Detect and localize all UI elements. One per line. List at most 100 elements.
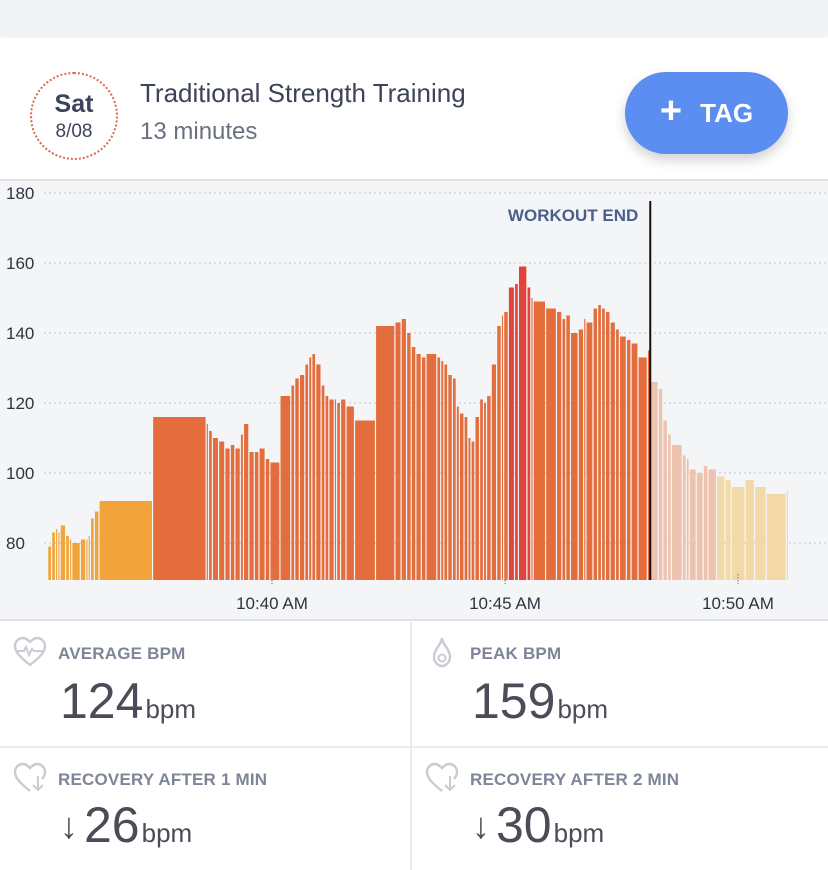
hr-bar (448, 375, 452, 580)
hr-bar (518, 266, 527, 580)
hr-bar (153, 417, 206, 580)
hr-bar (527, 287, 531, 580)
heart-down-arrow-icon (13, 762, 47, 792)
hr-bar (444, 364, 448, 580)
hr-bar (235, 448, 240, 580)
hr-bar (658, 389, 663, 580)
stat-label: RECOVERY AFTER 1 MIN (58, 770, 268, 789)
stat-number: 26 (84, 797, 140, 853)
hr-bar (212, 438, 218, 580)
hr-bar (321, 385, 325, 580)
hr-bar (265, 459, 270, 580)
hr-bar (475, 417, 479, 580)
hr-bar (280, 396, 291, 580)
hr-bar (309, 357, 312, 580)
add-tag-button[interactable]: + TAG (625, 72, 788, 154)
y-tick-label: 140 (6, 324, 34, 343)
workout-header: Sat 8/08 Traditional Strength Training 1… (0, 38, 828, 178)
hr-bar (426, 354, 437, 580)
hr-bar (206, 424, 208, 580)
hr-bar (249, 452, 254, 580)
workout-duration: 13 minutes (140, 118, 258, 145)
stat-average-bpm: AVERAGE BPM 124bpm (0, 622, 412, 748)
stat-number: 124 (60, 673, 144, 729)
hr-bar (295, 378, 299, 580)
down-arrow-icon: ↓ (60, 805, 78, 846)
flame-drop-icon (432, 637, 452, 668)
hr-bar (291, 385, 295, 580)
stat-value: ↓ 30bpm (472, 796, 604, 854)
hr-bar (407, 333, 411, 580)
stat-label: RECOVERY AFTER 2 MIN (470, 770, 680, 789)
hr-bar (334, 399, 337, 580)
y-tick-label: 180 (6, 184, 34, 203)
hr-bar (401, 319, 406, 580)
hr-bar (325, 396, 329, 580)
hr-bar (225, 448, 230, 580)
plus-icon: + (659, 90, 683, 132)
hr-bar (254, 452, 259, 580)
stat-value: 124bpm (60, 672, 196, 730)
hr-bar (708, 469, 716, 580)
hr-bar (411, 347, 416, 580)
workout-title: Traditional Strength Training (140, 78, 466, 108)
hr-bar (88, 536, 90, 580)
workout-end-label: WORKOUT END (508, 206, 638, 225)
hr-bar (651, 382, 658, 580)
hr-bar (515, 284, 518, 580)
hr-bar (471, 441, 475, 580)
hr-bar (60, 525, 65, 580)
hr-bar (456, 406, 459, 580)
y-tick-label: 160 (6, 254, 34, 273)
hr-bar (270, 462, 280, 580)
hr-bar (586, 322, 593, 580)
hr-bar (56, 529, 58, 580)
hr-bar (91, 518, 94, 580)
hr-bar (508, 287, 514, 580)
hr-bar (497, 326, 501, 580)
stat-number: 30 (496, 797, 552, 853)
stat-label: AVERAGE BPM (58, 644, 186, 663)
hr-bar (487, 396, 491, 580)
stats-grid: AVERAGE BPM 124bpm PEAK BPM 159bpm RECOV… (0, 622, 828, 870)
hr-bar (70, 539, 72, 580)
date-number: 8/08 (55, 121, 93, 142)
hr-bar (72, 543, 80, 580)
hr-bar (441, 361, 444, 580)
hr-bar (99, 501, 152, 580)
hr-bar (566, 315, 570, 580)
hr-bar (491, 364, 497, 580)
hr-bar (312, 354, 316, 580)
hr-bar (557, 312, 562, 580)
stat-recovery-2min: RECOVERY AFTER 2 MIN ↓ 30bpm (412, 748, 828, 870)
hr-bar (504, 312, 508, 580)
hr-bar (452, 378, 456, 580)
y-tick-label: 80 (6, 534, 25, 553)
hr-bar (584, 319, 586, 580)
hr-bar (52, 532, 55, 580)
hr-bar (766, 494, 786, 580)
down-arrow-icon: ↓ (472, 805, 490, 846)
stat-unit: bpm (557, 694, 609, 724)
hr-bar (94, 511, 99, 580)
hr-bar (631, 343, 638, 580)
stat-unit: bpm (145, 694, 197, 724)
hr-bar (501, 315, 504, 580)
hr-bar (337, 403, 340, 580)
x-tick-label: 10:50 AM (702, 594, 774, 613)
y-tick-label: 120 (6, 394, 34, 413)
hr-bar (48, 546, 51, 580)
hr-bar (459, 413, 464, 580)
hr-bar (484, 403, 486, 580)
heart-rate-chart-svg: 80 100 120 140 160 180 10:40 AM 10:45 AM 10:50 A… (6, 184, 828, 613)
y-tick-label: 100 (6, 464, 34, 483)
hr-bar (58, 532, 60, 580)
hr-bar (230, 445, 235, 580)
date-day: Sat (54, 90, 94, 118)
stat-value: 159bpm (472, 672, 608, 730)
hr-bar (571, 333, 578, 580)
top-bar (0, 0, 828, 36)
hr-bar (745, 480, 754, 580)
hr-bar (240, 434, 243, 580)
x-tick-label: 10:40 AM (236, 594, 308, 613)
